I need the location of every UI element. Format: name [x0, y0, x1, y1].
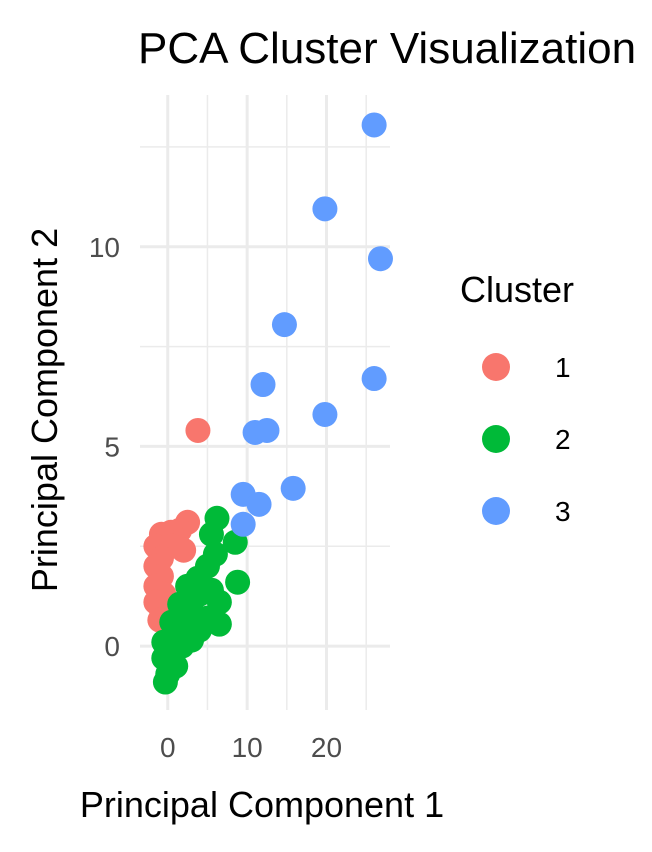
legend-label-1: 1	[555, 352, 571, 383]
y-tick-label: 0	[104, 631, 120, 662]
x-axis-title: Principal Component 1	[80, 784, 444, 825]
cluster-3-point	[361, 112, 387, 138]
cluster-1-point	[185, 417, 211, 443]
cluster-3-point	[367, 246, 393, 272]
y-axis-title: Principal Component 2	[24, 228, 65, 592]
legend-label-3: 3	[555, 496, 571, 527]
y-axis-ticks: 0 5 10	[89, 232, 120, 662]
y-tick-label: 5	[104, 431, 120, 462]
cluster-3-point	[254, 417, 280, 443]
legend-title: Cluster	[460, 269, 574, 310]
x-tick-label: 0	[160, 732, 176, 763]
y-tick-label: 10	[89, 232, 120, 263]
cluster-3-point	[280, 475, 306, 501]
chart-title: PCA Cluster Visualization	[138, 24, 636, 73]
x-tick-label: 20	[311, 732, 342, 763]
cluster-1-point	[171, 537, 197, 563]
legend-label-2: 2	[555, 424, 571, 455]
cluster-2-point	[198, 521, 224, 547]
legend-key-2	[482, 425, 510, 453]
x-tick-label: 10	[232, 732, 263, 763]
cluster-3-point	[230, 511, 256, 537]
cluster-3-point	[246, 491, 272, 517]
legend-key-3	[482, 497, 510, 525]
legend: Cluster 1 2 3	[460, 269, 574, 527]
cluster-2-point	[206, 611, 232, 637]
cluster-3-point	[361, 366, 387, 392]
cluster-2-point	[152, 669, 178, 695]
x-axis-ticks: 0 10 20	[160, 732, 342, 763]
legend-key-1	[482, 353, 510, 381]
cluster-3-point	[312, 196, 338, 222]
cluster-3-point	[250, 372, 276, 398]
cluster-2-point	[225, 569, 251, 595]
cluster-3-point	[271, 312, 297, 338]
cluster-3-point	[312, 401, 338, 427]
data-points	[143, 112, 393, 695]
